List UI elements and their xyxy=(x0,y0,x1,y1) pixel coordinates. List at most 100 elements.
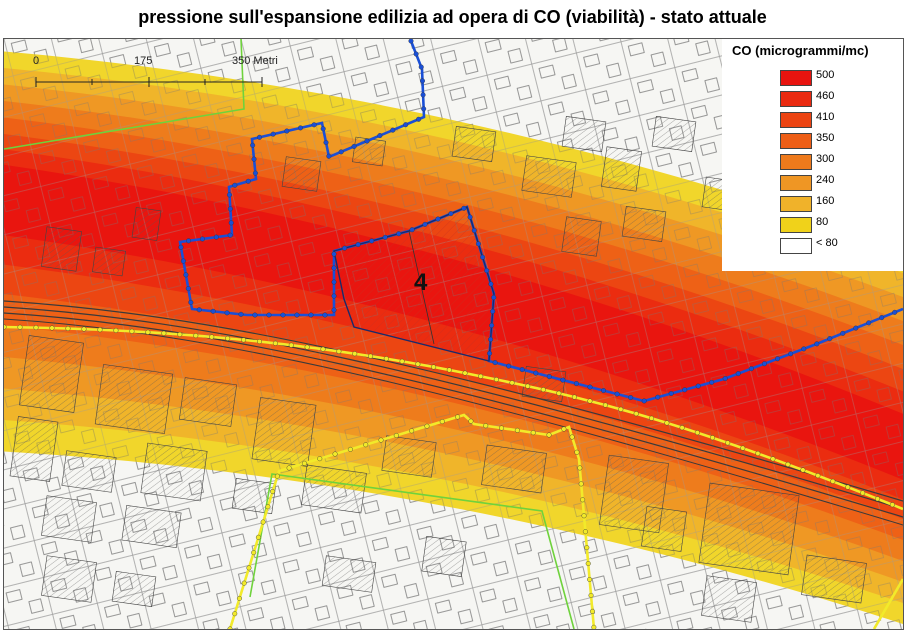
railway-line-2 xyxy=(4,306,903,510)
building-block xyxy=(41,495,97,543)
boundary-marker xyxy=(308,312,314,318)
boundary-marker xyxy=(840,330,846,336)
boundary-marker xyxy=(748,366,754,372)
boundary-marker xyxy=(679,425,685,431)
boundary-marker xyxy=(226,192,232,198)
boundary-marker xyxy=(331,251,337,257)
boundary-marker xyxy=(845,484,851,490)
boundary-marker xyxy=(491,294,497,300)
building-block xyxy=(421,536,467,577)
map-frame[interactable]: 0 175 350 Metri 4 CO (microgrammi/mc) 50… xyxy=(3,38,904,630)
legend-label: 240 xyxy=(816,174,835,186)
scale-tick-175: 175 xyxy=(134,55,153,67)
boundary-marker xyxy=(860,490,866,496)
yellow-boundary-main xyxy=(4,325,903,511)
legend-label: 80 xyxy=(816,216,829,228)
boundary-marker xyxy=(439,419,445,425)
building-block xyxy=(251,397,317,467)
boundary-marker xyxy=(415,361,421,367)
building-block xyxy=(561,116,607,152)
boundary-marker xyxy=(180,258,186,264)
boundary-marker xyxy=(252,312,258,318)
boundary-marker xyxy=(584,545,590,551)
boundary-marker xyxy=(577,465,583,471)
boundary-marker xyxy=(525,383,531,389)
building-block xyxy=(41,226,82,272)
boundary-marker xyxy=(193,333,199,339)
boundary-marker xyxy=(301,460,307,466)
boundary-marker xyxy=(468,418,474,424)
boundary-marker xyxy=(540,387,546,393)
green-boundary-south xyxy=(249,473,575,629)
boundary-marker xyxy=(546,374,552,380)
building-block xyxy=(451,126,497,162)
green-boundary-north xyxy=(4,39,245,150)
boundary-marker xyxy=(419,78,425,84)
boundary-marker xyxy=(801,346,807,352)
boundary-marker xyxy=(209,334,215,340)
boundary-marker xyxy=(546,432,552,438)
boundary-marker xyxy=(448,211,454,217)
building-block xyxy=(61,450,117,493)
boundary-marker xyxy=(342,245,348,251)
legend-label: < 80 xyxy=(816,237,838,249)
boundary-marker xyxy=(145,329,151,335)
boundary-marker xyxy=(879,315,885,321)
boundary-marker xyxy=(556,390,562,396)
building-block xyxy=(321,555,377,593)
building-block xyxy=(231,478,277,514)
boundary-marker xyxy=(266,312,272,318)
boundary-marker xyxy=(490,308,496,314)
boundary-marker xyxy=(270,131,276,137)
boundary-marker xyxy=(875,496,881,502)
boundary-marker xyxy=(530,430,536,436)
boundary-marker xyxy=(853,325,859,331)
legend-swatch xyxy=(780,154,812,170)
boundary-marker xyxy=(409,428,415,434)
boundary-marker xyxy=(113,327,119,333)
legend-swatch xyxy=(780,238,812,254)
boundary-marker xyxy=(228,220,234,226)
boundary-marker xyxy=(827,336,833,342)
boundary-marker xyxy=(382,234,388,240)
boundary-marker xyxy=(694,430,700,436)
boundary-marker xyxy=(587,384,593,390)
boundary-marker xyxy=(97,327,103,333)
boundary-marker xyxy=(33,325,39,331)
boundary-marker xyxy=(487,350,493,356)
boundary-marker xyxy=(378,437,384,443)
building-block xyxy=(481,444,547,494)
boundary-marker xyxy=(245,178,251,184)
boundary-marker xyxy=(655,394,661,400)
boundary-marker xyxy=(761,361,767,367)
boundary-marker xyxy=(435,216,441,222)
boundary-marker xyxy=(578,481,584,487)
building-block xyxy=(178,377,238,427)
legend-swatch xyxy=(780,112,812,128)
legend-swatch xyxy=(780,196,812,212)
boundary-marker xyxy=(422,221,428,227)
boundary-marker xyxy=(740,445,746,451)
boundary-marker xyxy=(241,337,247,343)
boundary-marker xyxy=(213,234,219,240)
building-block xyxy=(801,554,867,604)
boundary-marker xyxy=(368,353,374,359)
boundary-marker xyxy=(272,340,278,346)
building-block xyxy=(140,442,208,502)
legend-label: 350 xyxy=(816,132,835,144)
boundary-marker xyxy=(788,351,794,357)
boundary-marker xyxy=(413,51,419,57)
boundary-marker xyxy=(355,242,361,248)
boundary-marker xyxy=(493,377,499,383)
boundary-marker xyxy=(582,529,588,535)
boundary-marker xyxy=(286,465,292,471)
building-blocks xyxy=(9,116,867,623)
boundary-marker xyxy=(65,325,71,331)
boundary-marker xyxy=(506,363,512,369)
boundary-marker xyxy=(317,456,323,462)
boundary-marker xyxy=(587,398,593,404)
boundary-marker xyxy=(725,440,731,446)
boundary-marker xyxy=(225,335,231,341)
building-block xyxy=(301,464,367,514)
boundary-marker xyxy=(483,423,489,429)
